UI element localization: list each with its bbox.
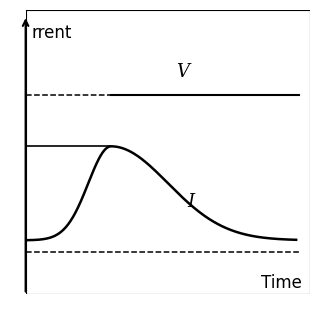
Text: I: I: [187, 193, 194, 211]
Text: V: V: [176, 63, 189, 81]
Text: Time: Time: [261, 274, 302, 292]
Text: rrent: rrent: [31, 24, 72, 42]
